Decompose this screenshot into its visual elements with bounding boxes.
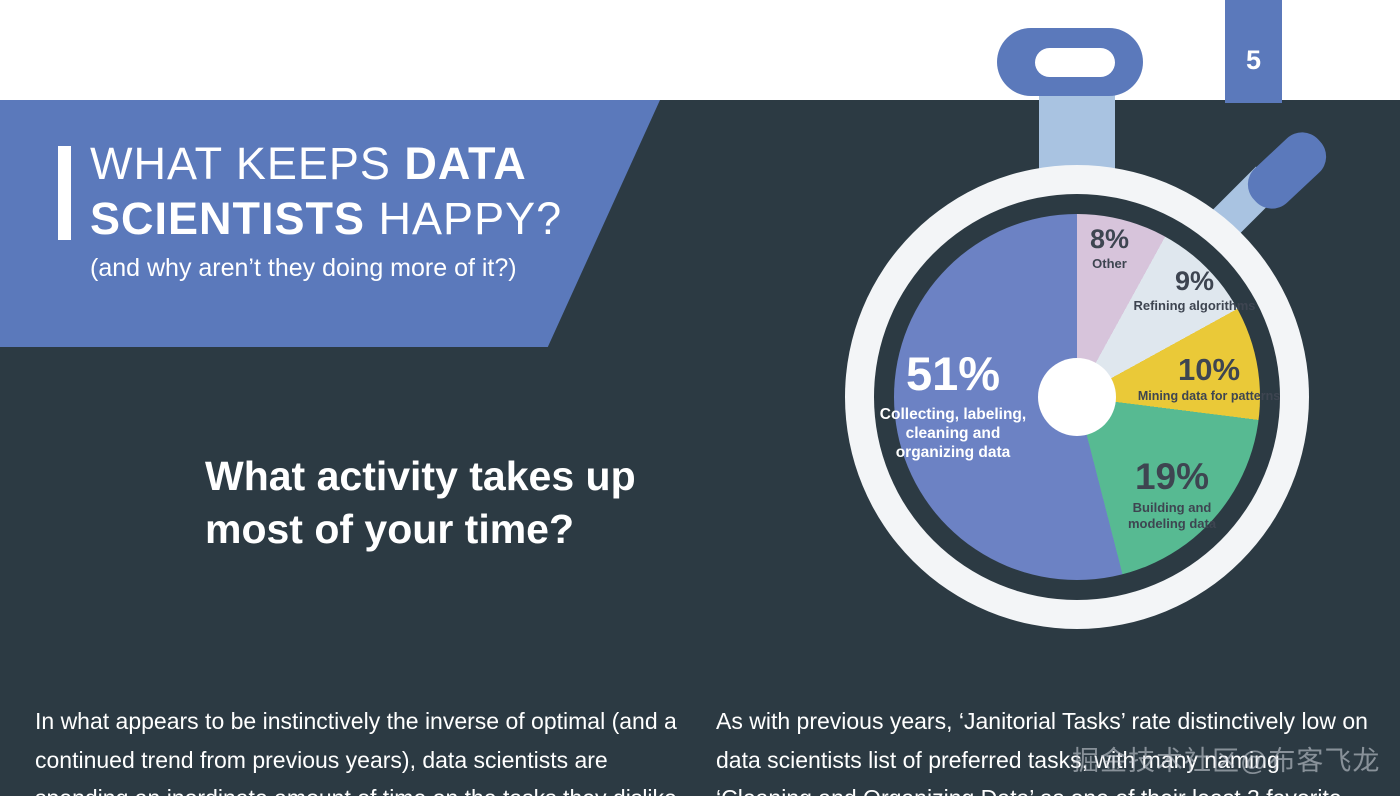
pie-label-building: 19% Building and modeling data (1106, 456, 1238, 532)
pie-label-refining-text: Refining algorithms (1133, 298, 1256, 313)
page-number: 5 (1245, 45, 1262, 75)
page-number-tab: 5 (1225, 0, 1282, 103)
watermark: 掘金技术社区@布客飞龙 (1072, 746, 1381, 776)
page-subtitle: (and why aren’t they doing more of it?) (90, 254, 517, 282)
pie-label-other-percent: 8% (1089, 224, 1130, 254)
question-line-2: most of your time? (205, 506, 575, 552)
pie-label-collecting-text: Collecting, labeling, cleaning and organ… (879, 406, 1027, 461)
stopwatch-crown-hole (1035, 48, 1115, 77)
pie-label-mining-text: Mining data for patterns (1137, 389, 1281, 403)
pie-label-other: 8% Other (1062, 224, 1157, 271)
question-line-1: What activity takes up (205, 453, 636, 499)
pie-label-other-text: Other (1092, 256, 1127, 271)
pie-label-building-text: Building and modeling data (1127, 500, 1217, 531)
title-part-regular-2: HAPPY? (365, 193, 563, 244)
title-part-bold-2: SCIENTISTS (90, 193, 366, 244)
title-banner: WHAT KEEPS DATA SCIENTISTS HAPPY? (and wh… (0, 100, 660, 347)
title-accent-bar (58, 146, 71, 240)
body-paragraph-left: In what appears to be instinctively the … (35, 708, 677, 796)
pie-label-mining-percent: 10% (1177, 352, 1241, 387)
pie-label-collecting: 51% Collecting, labeling, cleaning and o… (858, 346, 1048, 462)
title-part-regular-1: WHAT KEEPS (90, 138, 405, 189)
pie-center-hole (1038, 358, 1116, 436)
chart-question-heading: What activity takes up most of your time… (205, 450, 636, 556)
pie-label-building-percent: 19% (1134, 456, 1210, 497)
pie-label-refining-percent: 9% (1174, 266, 1215, 296)
title-part-bold-1: DATA (404, 138, 527, 189)
pie-label-collecting-percent: 51% (905, 347, 1001, 400)
body-paragraph-right: As with previous years, ‘Janitorial Task… (716, 708, 1368, 796)
pie-label-refining: 9% Refining algorithms (1122, 266, 1267, 313)
pie-label-mining: 10% Mining data for patterns (1128, 352, 1290, 403)
page-title: WHAT KEEPS DATA SCIENTISTS HAPPY? (90, 136, 562, 246)
